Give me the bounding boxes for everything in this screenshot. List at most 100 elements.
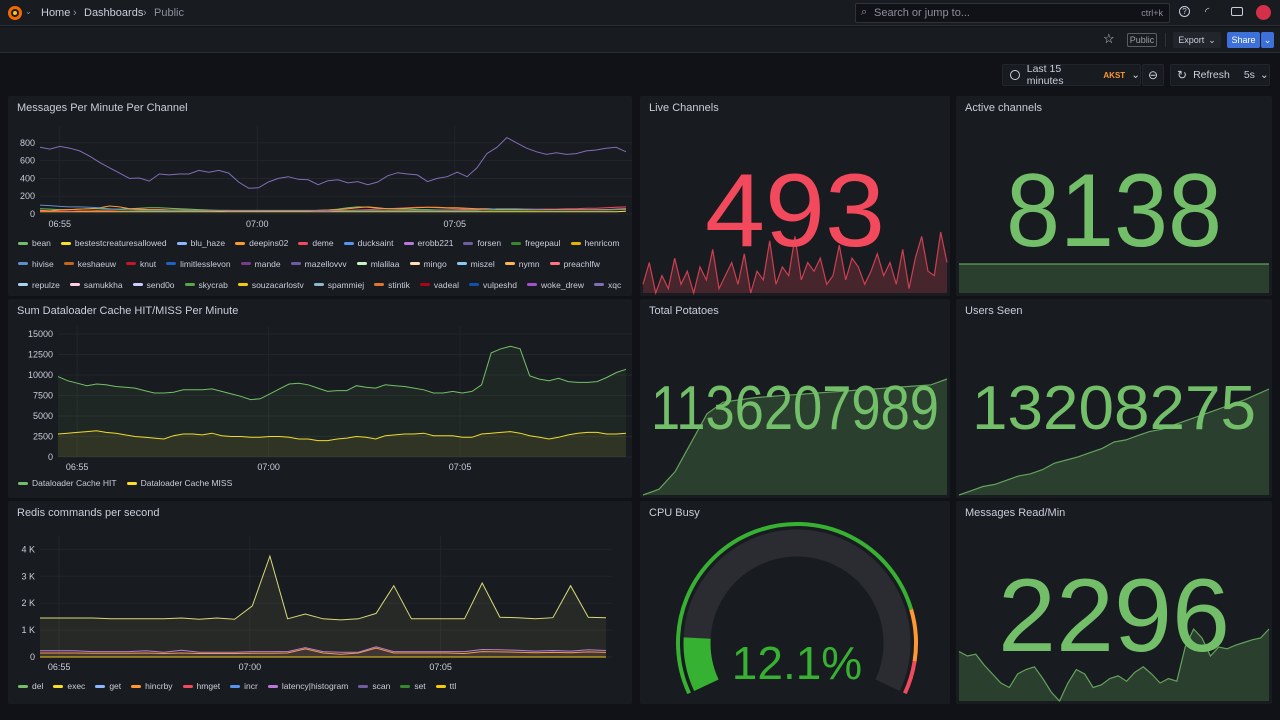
legend-label: fregepaul bbox=[525, 238, 561, 249]
legend-label: vulpeshd bbox=[482, 279, 517, 290]
legend-item[interactable]: deme bbox=[298, 236, 334, 251]
kiosk-monitor-icon[interactable] bbox=[1231, 7, 1243, 16]
time-range-picker[interactable]: Last 15 minutes AKST ⌄ bbox=[1002, 63, 1141, 87]
search-icon: ⌕ bbox=[861, 6, 868, 18]
legend-label: deepins02 bbox=[249, 238, 289, 249]
breadcrumb-separator-icon: › bbox=[73, 7, 77, 19]
legend-item[interactable]: mazellovvv bbox=[290, 257, 347, 272]
legend-label: stintik bbox=[388, 279, 410, 290]
legend-item[interactable]: stintik bbox=[374, 277, 410, 292]
legend-item[interactable]: samukkha bbox=[69, 277, 123, 292]
series-line-dataloader-cache-miss bbox=[57, 430, 627, 442]
series-line-xqc bbox=[39, 136, 627, 189]
chevron-down-icon[interactable]: ⌄ bbox=[25, 7, 32, 16]
legend-item[interactable]: get bbox=[95, 679, 121, 693]
legend-item[interactable]: forsen bbox=[463, 236, 501, 251]
legend-item[interactable]: mande bbox=[240, 257, 281, 272]
legend-item[interactable]: incr bbox=[230, 679, 258, 693]
legend-item[interactable]: bean bbox=[18, 236, 51, 251]
help-icon[interactable]: ? bbox=[1179, 6, 1190, 17]
legend-label: exec bbox=[67, 681, 86, 691]
y-tick-label: 1 K bbox=[21, 625, 35, 635]
legend-item[interactable]: henricom bbox=[570, 236, 620, 251]
legend-item[interactable]: scan bbox=[358, 679, 390, 693]
legend-item[interactable]: Dataloader Cache HIT bbox=[18, 476, 117, 490]
y-tick-label: 800 bbox=[20, 138, 35, 148]
breadcrumb-dashboards[interactable]: Dashboards bbox=[84, 7, 144, 19]
legend-item[interactable]: miszel bbox=[456, 257, 495, 272]
divider bbox=[1165, 33, 1166, 47]
legend-item[interactable]: Dataloader Cache MISS bbox=[126, 476, 232, 490]
legend-item[interactable]: woke_drew bbox=[527, 277, 584, 292]
share-button[interactable]: Share bbox=[1227, 32, 1260, 48]
breadcrumb-home[interactable]: Home bbox=[41, 7, 71, 19]
gauge-track bbox=[683, 529, 911, 691]
legend-item[interactable]: preachlfw bbox=[549, 257, 600, 272]
legend-item[interactable]: vulpeshd bbox=[468, 277, 517, 292]
y-tick-label: 0 bbox=[30, 209, 35, 219]
legend-item[interactable]: repulze bbox=[18, 277, 60, 292]
legend-label: bean bbox=[32, 238, 51, 249]
legend-item[interactable]: knut bbox=[126, 257, 156, 272]
y-tick-label: 0 bbox=[48, 452, 53, 462]
sparkline-area bbox=[959, 264, 1269, 293]
legend-item[interactable]: bestestcreaturesallowed bbox=[60, 236, 167, 251]
legend-swatch bbox=[53, 684, 64, 688]
legend-item[interactable]: souzacarlostv bbox=[237, 277, 304, 292]
legend-item[interactable]: ttl bbox=[435, 679, 456, 693]
legend-item[interactable]: keshaeuw bbox=[63, 257, 116, 272]
legend-swatch bbox=[594, 283, 604, 287]
legend-swatch bbox=[182, 684, 193, 688]
chevron-down-icon: ⌄ bbox=[1208, 34, 1216, 45]
y-tick-label: 15000 bbox=[28, 329, 53, 339]
legend-item[interactable]: mingo bbox=[409, 257, 447, 272]
legend-item[interactable]: exec bbox=[53, 679, 85, 693]
legend-item[interactable]: erobb221 bbox=[403, 236, 453, 251]
legend-item[interactable]: spammiej bbox=[313, 277, 364, 292]
legend-item[interactable]: xqc bbox=[594, 277, 621, 292]
legend-item[interactable]: latency|histogram bbox=[267, 679, 348, 693]
legend-item[interactable]: hivise bbox=[18, 257, 54, 272]
time-range-label: Last 15 minutes bbox=[1026, 63, 1064, 87]
legend-item[interactable]: blu_haze bbox=[176, 236, 225, 251]
top-nav-bar: ⌄ Home › Dashboards › Public ⌕ Search or… bbox=[0, 0, 1280, 26]
legend-item[interactable]: limitlesslevon bbox=[166, 257, 231, 272]
x-tick-label: 07:05 bbox=[444, 219, 467, 229]
grafana-logo-icon[interactable] bbox=[7, 5, 23, 21]
legend-label: xqc bbox=[608, 279, 622, 290]
legend-label: del bbox=[32, 681, 44, 691]
legend-item[interactable]: set bbox=[400, 679, 426, 693]
rss-news-icon[interactable]: ◜ bbox=[1205, 6, 1210, 18]
series-area-hincrby bbox=[40, 648, 606, 657]
legend-item[interactable]: mlalilaa bbox=[356, 257, 400, 272]
y-tick-label: 3 K bbox=[21, 571, 35, 581]
sparkline-line bbox=[958, 627, 1270, 703]
legend-item[interactable]: hincrby bbox=[131, 679, 173, 693]
legend-swatch bbox=[126, 481, 137, 485]
series-line-bestestcreaturesallowed bbox=[40, 210, 627, 213]
legend-item[interactable]: fregepaul bbox=[511, 236, 561, 251]
legend-item[interactable]: del bbox=[18, 679, 43, 693]
refresh-interval-picker[interactable]: 5s bbox=[1243, 69, 1255, 81]
refresh-button[interactable]: ↻ Refresh 5s ⌄ bbox=[1170, 64, 1270, 86]
zoom-out-icon: ⊖ bbox=[1147, 68, 1159, 82]
legend-item[interactable]: deepins02 bbox=[235, 236, 288, 251]
legend-label: hincrby bbox=[145, 681, 173, 691]
legend-item[interactable]: send0o bbox=[132, 277, 175, 292]
legend-item[interactable]: skycrab bbox=[184, 277, 228, 292]
legend-label: repulze bbox=[32, 279, 60, 290]
user-avatar[interactable] bbox=[1256, 5, 1271, 20]
legend-item[interactable]: vadeal bbox=[419, 277, 459, 292]
search-input[interactable]: ⌕ Search or jump to... ctrl+k bbox=[855, 3, 1170, 23]
legend-item[interactable]: ducksaint bbox=[343, 236, 394, 251]
y-tick-label: 4 K bbox=[21, 544, 35, 554]
legend-label: set bbox=[414, 681, 426, 691]
star-icon[interactable]: ☆ bbox=[1103, 31, 1115, 46]
export-button[interactable]: Export ⌄ bbox=[1173, 32, 1221, 48]
gauge-threshold-band bbox=[903, 661, 917, 695]
zoom-out-button[interactable]: ⊖ bbox=[1142, 64, 1164, 86]
series-area-exec bbox=[40, 556, 606, 657]
legend-item[interactable]: hmget bbox=[182, 679, 220, 693]
share-options-chevron-icon[interactable]: ⌄ bbox=[1261, 32, 1274, 48]
legend-item[interactable]: nymn bbox=[504, 257, 540, 272]
